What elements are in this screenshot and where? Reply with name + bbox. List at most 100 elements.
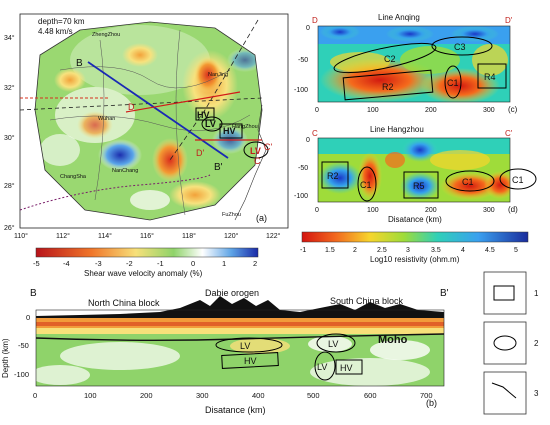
colorbar-r-tick: 4.5 <box>485 247 495 254</box>
city-label: Wuhan <box>98 116 115 122</box>
panel-d-c1c-label: C1 <box>512 175 524 185</box>
city-label: HangZhou <box>232 124 258 130</box>
colorbar-a-tick: -5 <box>33 259 40 268</box>
map-y-tick: 28° <box>4 182 15 190</box>
panel-b-lv2-label: LV <box>328 339 338 349</box>
map-b-label: B <box>76 58 83 69</box>
colorbar-r-tick: 3 <box>406 247 410 254</box>
panel-c-y-tick: -50 <box>298 57 308 64</box>
panel-b-x-tick: 100 <box>84 391 97 400</box>
panel-d-c1-label: C1 <box>360 180 372 190</box>
panel-d-y-tick: 0 <box>306 137 310 144</box>
profile-line-bb <box>87 61 229 159</box>
panel-c-left-label: D <box>312 16 318 25</box>
panel-d-line-hangzhou: Line Hangzhou C C' R2 C1 R5 C1 C1 0 -50 <box>294 125 537 224</box>
panel-d-xlabel: Disatance (km) <box>388 215 442 224</box>
city-label: ZhengZhou <box>92 32 120 38</box>
legend-item-3: 3 <box>534 389 539 398</box>
panel-b-lv3-label: LV <box>317 362 327 372</box>
city-label: NanChang <box>112 168 138 174</box>
block-label-south-china: South China block <box>330 296 404 306</box>
legend-item-2: 2 <box>534 339 539 348</box>
panel-b-x-tick: 400 <box>252 391 265 400</box>
panel-c-x-tick: 300 <box>483 107 495 114</box>
panel-b-x-tick: 200 <box>140 391 153 400</box>
map-y-tick: 26° <box>4 224 15 232</box>
colorbar-a-tick: 0 <box>191 259 195 268</box>
colorbar-a-tick: -1 <box>157 259 164 268</box>
panel-d-x-tick: 0 <box>315 207 319 214</box>
map-y-tick: 34° <box>4 34 15 42</box>
map-x-tick: 120° <box>224 232 239 240</box>
panel-b-profile: B B' North China block Dabie orogen Sout… <box>1 288 449 415</box>
panel-d-x-tick: 200 <box>425 207 437 214</box>
map-x-tick: 114° <box>98 232 112 240</box>
panel-d-x-tick: 300 <box>483 207 495 214</box>
panel-b-right-label: B' <box>440 288 449 299</box>
panel-b-hv2-label: HV <box>340 363 353 373</box>
map-lv2-label: LV <box>250 146 261 156</box>
panel-d-c1b-label: C1 <box>462 177 474 187</box>
panel-d-r2-label: R2 <box>327 171 339 181</box>
panel-d-y-tick: -50 <box>298 165 308 172</box>
legend-item-1: 1 <box>534 289 539 298</box>
map-lv-label: LV <box>205 119 216 129</box>
colorbar-a-tick: 1 <box>222 259 226 268</box>
panel-c-y-tick: -100 <box>294 87 308 94</box>
panel-b-xlabel: Disatance (km) <box>205 405 266 415</box>
map-depth-text: depth=70 km <box>38 17 85 26</box>
panel-c-panel-label: (c) <box>508 105 518 114</box>
map-x-tick: 110° <box>14 232 28 240</box>
colorbar-a-label: Shear wave velocity anomaly (%) <box>84 269 203 278</box>
map-x-ticks: 110° 112° 114° 116° 118° 120° 122° <box>14 232 281 240</box>
legend-rectangle-symbol <box>493 285 515 301</box>
map-cp-label: C' <box>264 142 272 152</box>
panel-b-y-tick: -100 <box>14 370 29 379</box>
panel-d-r5-label: R5 <box>413 181 425 191</box>
velocity-field <box>35 22 262 220</box>
panel-b-left-label: B <box>30 288 37 299</box>
block-label-north-china: North China block <box>88 298 160 308</box>
colorbar-r-tick: 4 <box>461 247 465 254</box>
panel-d-right-label: C' <box>505 129 513 138</box>
map-hv-label: HV <box>197 110 210 120</box>
panel-d-x-tick: 100 <box>367 207 379 214</box>
moho-line <box>35 333 445 341</box>
panel-b-y-tick: -50 <box>18 341 29 350</box>
map-x-tick: 112° <box>56 232 70 240</box>
panel-c-line-anqing: Line Anqing D D' C2 C3 R2 C1 R4 0 -50 - <box>294 13 518 114</box>
panel-d-title: Line Hangzhou <box>370 125 424 134</box>
block-label-dabie: Dabie orogen <box>205 288 259 298</box>
panel-b-panel-label: (b) <box>426 398 437 408</box>
panel-b-x-tick: 300 <box>196 391 209 400</box>
map-dp-label: D' <box>196 148 204 158</box>
resistivity-colorbar: -1 1.5 2 2.5 3 3.5 4 4.5 5 Log10 resisti… <box>300 231 529 264</box>
profile-line-dd <box>125 91 241 113</box>
panel-b-x-tick: 600 <box>364 391 377 400</box>
city-label: NanJing <box>208 72 228 78</box>
city-labels: ZhengZhou NanJing Wuhan NanChang ChangSh… <box>60 32 258 218</box>
panel-c-x-tick: 100 <box>367 107 379 114</box>
panel-c-r4-label: R4 <box>484 72 496 82</box>
panel-b-hv-label: HV <box>244 356 257 366</box>
colorbar-a-tick: -4 <box>63 259 70 268</box>
city-label: FuZhou <box>222 212 241 218</box>
colorbar-r-tick: 3.5 <box>431 247 441 254</box>
panel-c-y-tick: 0 <box>306 25 310 32</box>
panel-d-panel-label: (d) <box>508 205 518 214</box>
panel-b-x-tick: 700 <box>420 391 433 400</box>
map-y-tick: 30° <box>4 134 15 142</box>
map-velocity-text: 4.48 km/s <box>38 27 73 36</box>
panel-c-c1-label: C1 <box>447 78 459 88</box>
panel-c-r2-label: R2 <box>382 82 394 92</box>
colorbar-a-tick: -2 <box>126 259 133 268</box>
panel-b-lv-label: LV <box>240 341 250 351</box>
panel-b-x-tick: 0 <box>33 391 37 400</box>
map-y-ticks: 34° 32° 30° 28° 26° <box>4 34 15 232</box>
colorbar-a-tick: 2 <box>253 259 257 268</box>
panel-c-x-tick: 200 <box>425 107 437 114</box>
panel-c-c3-label: C3 <box>454 42 466 52</box>
panel-d-left-label: C <box>312 129 318 138</box>
panel-c-x-tick: 0 <box>315 107 319 114</box>
